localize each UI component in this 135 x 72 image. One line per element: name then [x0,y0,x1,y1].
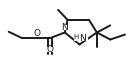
FancyBboxPatch shape [45,47,55,52]
FancyBboxPatch shape [32,31,41,36]
Text: O: O [33,29,40,38]
FancyBboxPatch shape [74,35,87,41]
Text: N: N [61,23,68,32]
Text: N: N [80,34,86,43]
FancyBboxPatch shape [60,25,70,30]
Text: O: O [47,45,54,54]
Text: H: H [73,34,78,40]
